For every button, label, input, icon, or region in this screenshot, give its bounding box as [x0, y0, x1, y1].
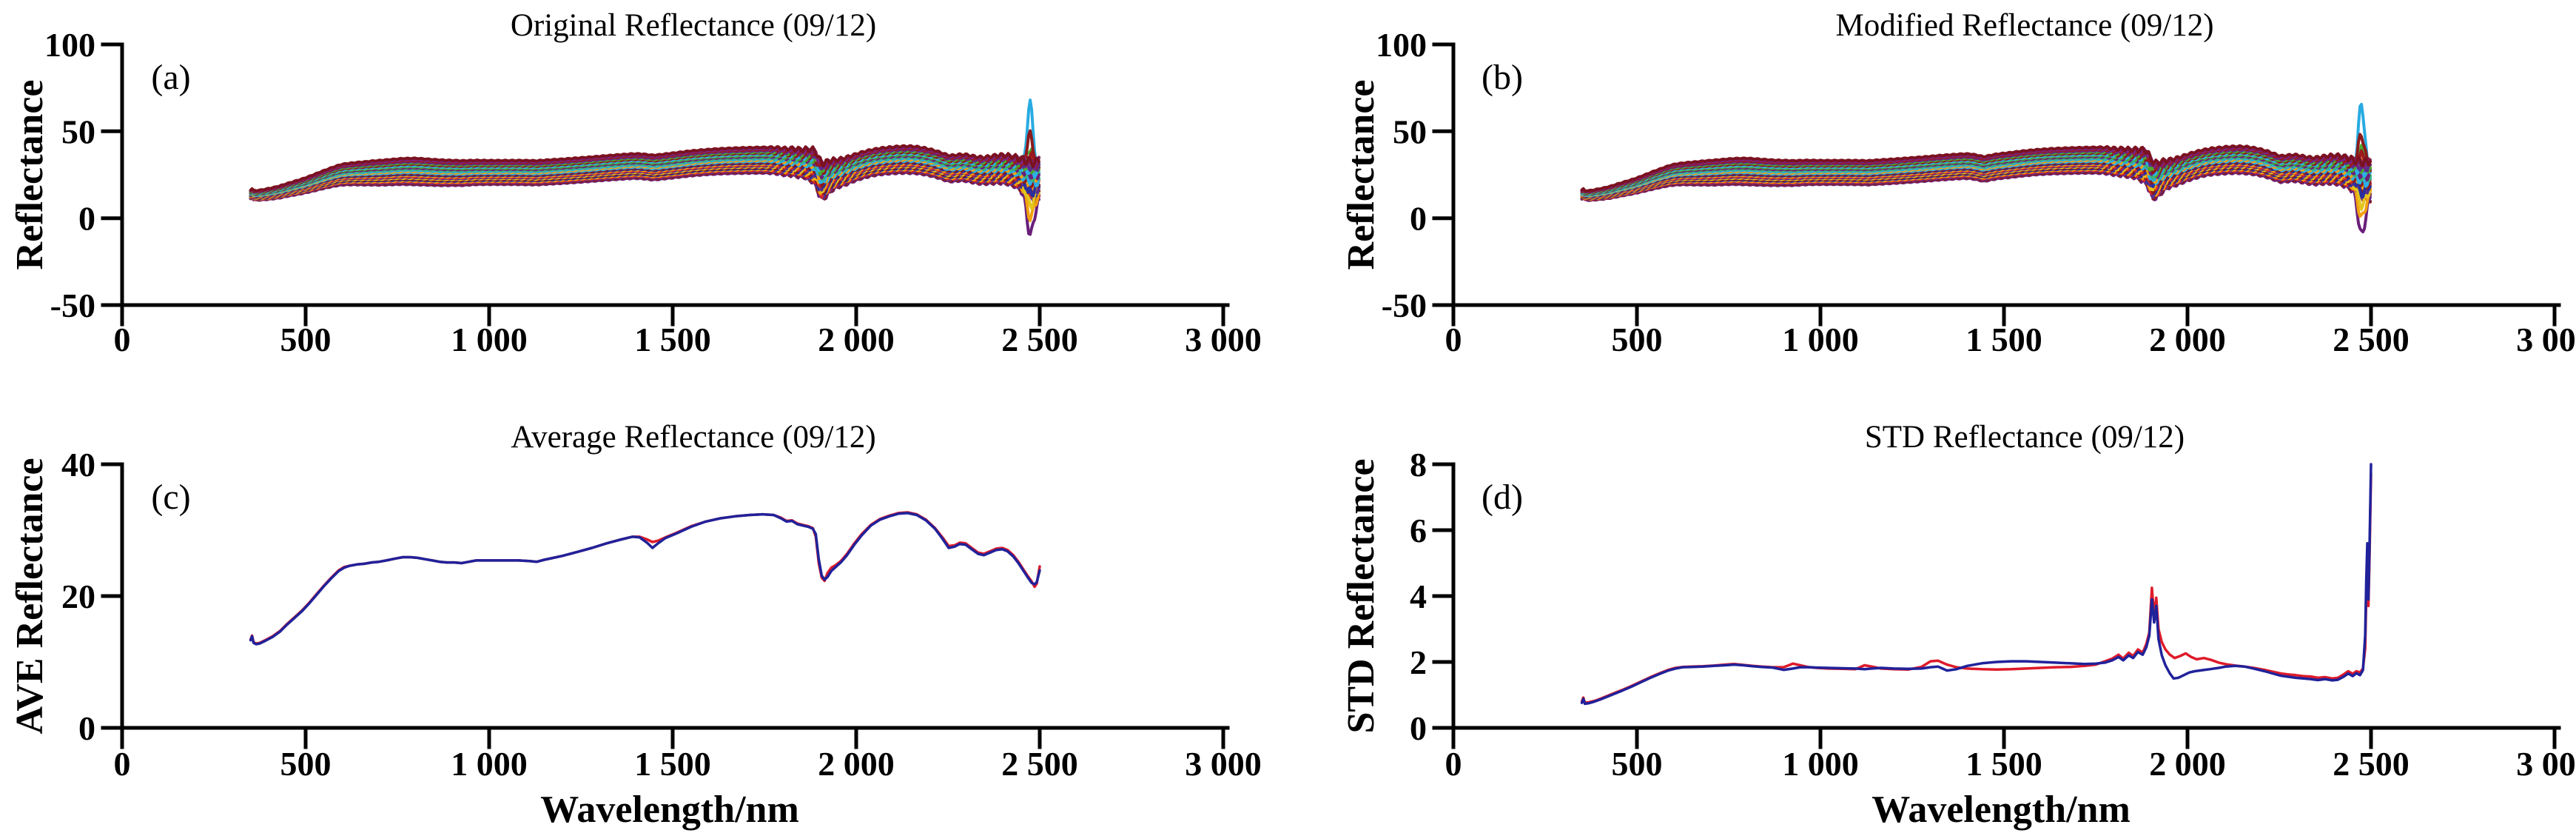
y-tick-label-d: 8	[1410, 446, 1427, 484]
x-tick-label-c: 3 000	[1185, 745, 1262, 783]
panel-label-c: (c)	[151, 478, 190, 517]
x-tick-label-d: 0	[1445, 745, 1462, 783]
x-tick-label-b: 2 500	[2333, 321, 2409, 358]
x-tick-label-d: 2 500	[2333, 745, 2409, 783]
x-tick-label-b: 500	[1612, 321, 1663, 358]
y-tick-label-b: -50	[1382, 287, 1427, 324]
y-tick-label-c: 20	[61, 578, 95, 615]
y-axis-label-a: Reflectance	[9, 80, 51, 270]
plot-title-d: STD Reflectance (09/12)	[1865, 420, 2185, 455]
modified-average-line	[249, 512, 1041, 646]
x-tick-label-d: 1 500	[1965, 745, 2042, 783]
x-tick-label-a: 500	[280, 321, 332, 358]
y-tick-label-a: 0	[78, 200, 95, 238]
x-tick-label-b: 2 000	[2149, 321, 2226, 358]
x-tick-label-c: 2 500	[1001, 745, 1078, 783]
x-tick-label-c: 0	[114, 745, 131, 783]
subplot-d: 0 500 1 000 1 500 2 000 2 500 3 000 0 2 4 6 8 STD Re…	[1340, 420, 2576, 831]
subplot-a: 0 500 1 000 1 500 2 000 2 500 3 000 -50 0 50 100 Or…	[9, 8, 1262, 358]
x-tick-label-d: 2 000	[2149, 745, 2226, 783]
x-tick-label-a: 0	[114, 321, 131, 358]
panel-label-b: (b)	[1482, 58, 1523, 97]
spectrum-line	[1580, 144, 2372, 193]
y-tick-label-b: 0	[1410, 200, 1427, 238]
x-tick-label-c: 1 000	[451, 745, 528, 783]
spectrum-line	[249, 144, 1040, 193]
y-tick-label-d: 6	[1410, 512, 1427, 549]
x-tick-label-a: 1 000	[451, 321, 528, 358]
y-axis-label-d: STD Reflectance	[1340, 458, 1382, 733]
axes-a	[101, 42, 1230, 327]
x-tick-label-a: 3 000	[1185, 321, 1262, 358]
x-axis-label-d: Wavelength/nm	[1872, 789, 2131, 831]
x-tick-label-a: 2 000	[818, 321, 895, 358]
plot-title-c: Average Reflectance (09/12)	[511, 420, 875, 455]
axes-c	[101, 462, 1230, 749]
panel-label-d: (d)	[1482, 478, 1523, 517]
x-tick-label-c: 2 000	[818, 745, 895, 783]
y-tick-label-c: 40	[61, 446, 95, 484]
subplot-c: 0 500 1 000 1 500 2 000 2 500 3 000 0 20 40 Averag…	[9, 420, 1262, 831]
y-tick-label-a: 100	[44, 26, 95, 64]
x-tick-label-c: 500	[280, 745, 332, 783]
x-tick-label-b: 3 000	[2516, 321, 2576, 358]
x-tick-label-c: 1 500	[634, 745, 711, 783]
original-average-line	[249, 511, 1041, 645]
y-tick-label-c: 0	[78, 709, 95, 747]
y-axis-label-c: AVE Reflectance	[9, 458, 51, 734]
plot-title-a: Original Reflectance (09/12)	[511, 8, 876, 43]
x-axis-label-c: Wavelength/nm	[540, 789, 799, 831]
x-tick-label-a: 2 500	[1001, 321, 1078, 358]
subplot-b: 0 500 1 000 1 500 2 000 2 500 3 000 -50 0 50 100 Mo…	[1340, 8, 2576, 358]
x-tick-label-d: 3 000	[2516, 745, 2576, 783]
x-tick-label-d: 500	[1612, 745, 1663, 783]
panel-label-a: (a)	[151, 58, 190, 97]
axes-d	[1432, 462, 2561, 749]
x-tick-label-b: 1 000	[1782, 321, 1859, 358]
y-tick-label-b: 100	[1376, 26, 1427, 64]
y-axis-label-b: Reflectance	[1340, 80, 1382, 270]
axes-b	[1432, 42, 2561, 327]
y-tick-label-a: -50	[50, 287, 95, 324]
modified-std-line	[1580, 463, 2372, 706]
y-tick-label-a: 50	[61, 113, 95, 150]
x-tick-label-a: 1 500	[634, 321, 711, 358]
y-tick-label-d: 4	[1410, 578, 1427, 615]
x-tick-label-d: 1 000	[1782, 745, 1859, 783]
y-tick-label-d: 2	[1410, 643, 1427, 681]
x-tick-label-b: 1 500	[1965, 321, 2042, 358]
y-tick-label-b: 50	[1393, 113, 1427, 150]
plot-title-b: Modified Reflectance (09/12)	[1835, 8, 2213, 43]
y-tick-label-d: 0	[1410, 709, 1427, 747]
x-tick-label-b: 0	[1445, 321, 1462, 358]
